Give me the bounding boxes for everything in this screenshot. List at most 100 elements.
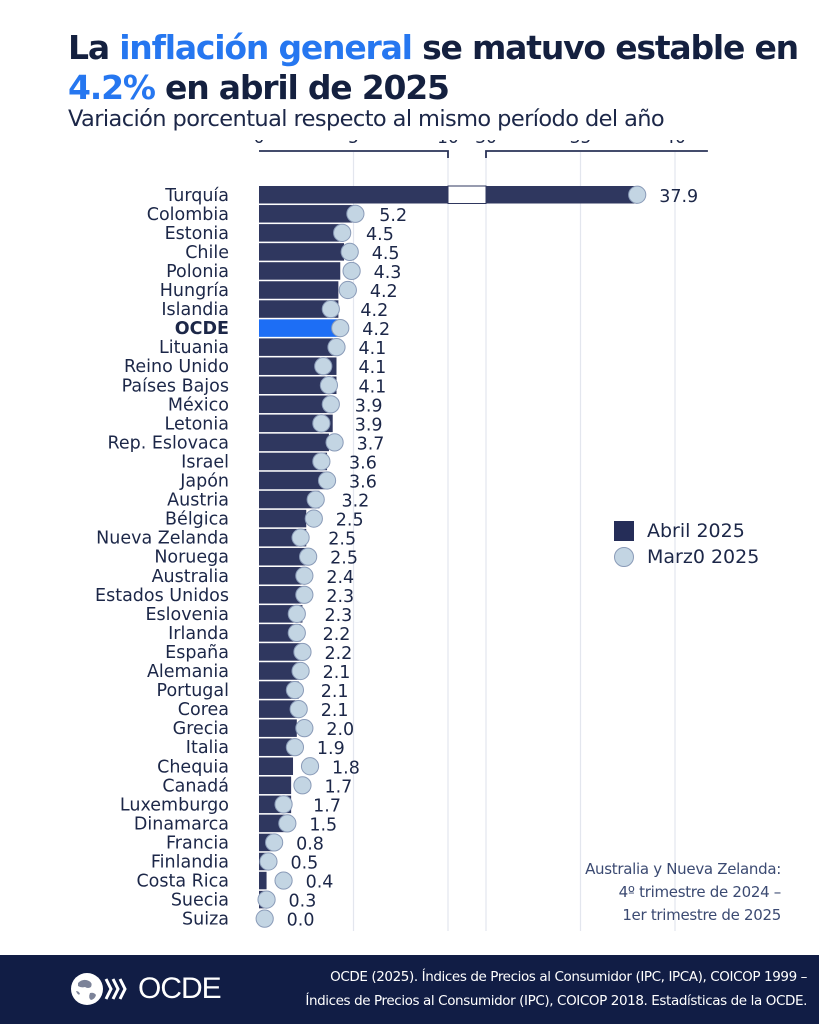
data-label: 2.5	[336, 511, 364, 531]
marker-march	[317, 471, 337, 490]
oecd-logo: OCDE	[70, 971, 222, 1007]
bar-april	[259, 471, 328, 490]
marker-march	[314, 357, 333, 376]
data-label: 2.0	[326, 720, 354, 740]
marker-march	[293, 642, 312, 662]
data-label: 3.7	[357, 434, 385, 454]
category-label: Turquía	[164, 186, 229, 206]
category-label: Francia	[166, 833, 229, 853]
bar-april	[259, 757, 294, 775]
data-label: 4.2	[370, 282, 398, 302]
category-label: Israel	[181, 452, 229, 472]
data-label: 0.3	[289, 892, 317, 912]
chart-title: La inflación general se matuvo estable e…	[68, 28, 808, 108]
data-label: 4.1	[358, 377, 386, 397]
data-label: 2.1	[321, 682, 349, 702]
title-part3: en abril de 2025	[154, 68, 450, 107]
category-label: OCDE	[175, 319, 229, 339]
category-label: Japón	[179, 472, 229, 492]
category-label: España	[165, 643, 229, 663]
marker-march	[285, 738, 305, 757]
bar-april	[259, 224, 345, 242]
marker-march	[304, 509, 323, 528]
marker-march	[295, 566, 314, 585]
category-label: Noruega	[154, 548, 229, 568]
bar-april	[259, 243, 345, 261]
data-label: 37.9	[659, 187, 698, 207]
marker-march	[287, 623, 306, 642]
category-label: Reino Unido	[124, 357, 229, 377]
marker-march	[346, 204, 365, 223]
data-label: 2.2	[324, 644, 352, 664]
category-label: Colombia	[147, 205, 229, 225]
footnote-line-1: Australia y Nueva Zelanda:	[585, 860, 781, 878]
data-label: 4.2	[362, 320, 390, 340]
category-label: Canadá	[162, 776, 229, 796]
category-label: Costa Rica	[136, 872, 229, 892]
data-label: 2.1	[321, 701, 349, 721]
legend-swatch-square	[614, 521, 634, 541]
marker-march	[321, 299, 340, 319]
marker-march	[295, 585, 314, 604]
bar-april	[259, 700, 299, 718]
marker-march	[255, 909, 274, 928]
footnote-line-3: 1er trimestre de 2025	[622, 906, 781, 924]
data-label: 4.5	[366, 225, 394, 245]
category-label: Suiza	[182, 910, 229, 930]
marker-march	[340, 242, 359, 262]
title-part1: La	[68, 28, 120, 67]
legend-item-march: Marz0 2025	[614, 544, 759, 570]
x-tick-label: 5	[348, 140, 359, 148]
category-label: Grecia	[173, 719, 229, 739]
axis-break-marker	[447, 185, 487, 204]
data-label: 3.9	[355, 415, 383, 435]
data-label: 1.7	[313, 796, 341, 816]
marker-march	[289, 700, 308, 719]
data-label: 4.2	[360, 301, 388, 321]
bar-april	[259, 490, 320, 509]
data-label: 2.1	[323, 663, 351, 683]
category-label: Estados Unidos	[95, 586, 229, 606]
marker-march	[299, 547, 318, 566]
bar-april	[259, 338, 337, 356]
category-label: Austria	[167, 491, 229, 511]
category-label: Irlanda	[168, 624, 229, 644]
title-highlight-2: 4.2%	[68, 68, 156, 107]
data-label: 1.5	[309, 815, 337, 835]
marker-march	[312, 414, 331, 433]
marker-march	[300, 757, 320, 776]
category-label: Nueva Zelanda	[96, 529, 229, 549]
logo-text: OCDE	[138, 972, 222, 1005]
source-line-2: Índices de Precios al Consumidor (IPC), …	[305, 993, 807, 1009]
chart-area: 0 5 10 30 35 40 Turquía 37.9 Colombia 5.2 Estonia 4…	[95, 140, 708, 931]
bar-april	[259, 509, 307, 528]
data-label: 5.2	[379, 206, 407, 226]
chart-subtitle: Variación porcentual respecto al mismo p…	[68, 106, 665, 132]
data-label: 4.1	[358, 358, 386, 378]
marker-march	[306, 490, 325, 509]
data-label: 2.5	[328, 530, 356, 550]
data-label: 4.1	[358, 339, 386, 359]
x-tick-label: 40	[664, 140, 686, 148]
marker-march	[295, 719, 314, 738]
category-label: México	[168, 395, 229, 415]
marker-march	[293, 776, 312, 795]
data-label: 0.5	[290, 854, 318, 874]
x-tick-label: 35	[570, 140, 592, 148]
x-tick-label: 10	[437, 140, 459, 148]
marker-march	[327, 338, 346, 357]
category-label: Países Bajos	[122, 376, 229, 396]
marker-march	[291, 528, 310, 547]
category-label: Dinamarca	[134, 814, 229, 834]
category-label: Lituania	[159, 338, 229, 358]
bar-april	[259, 319, 339, 337]
bar-april	[259, 586, 303, 604]
category-label: Luxemburgo	[120, 795, 229, 815]
data-label: 2.3	[324, 606, 352, 626]
marker-march	[333, 223, 352, 242]
bar-april	[259, 395, 333, 414]
bar-april	[259, 205, 358, 223]
marker-march	[274, 795, 293, 814]
category-label: Letonia	[165, 414, 229, 434]
marker-march	[274, 871, 293, 890]
